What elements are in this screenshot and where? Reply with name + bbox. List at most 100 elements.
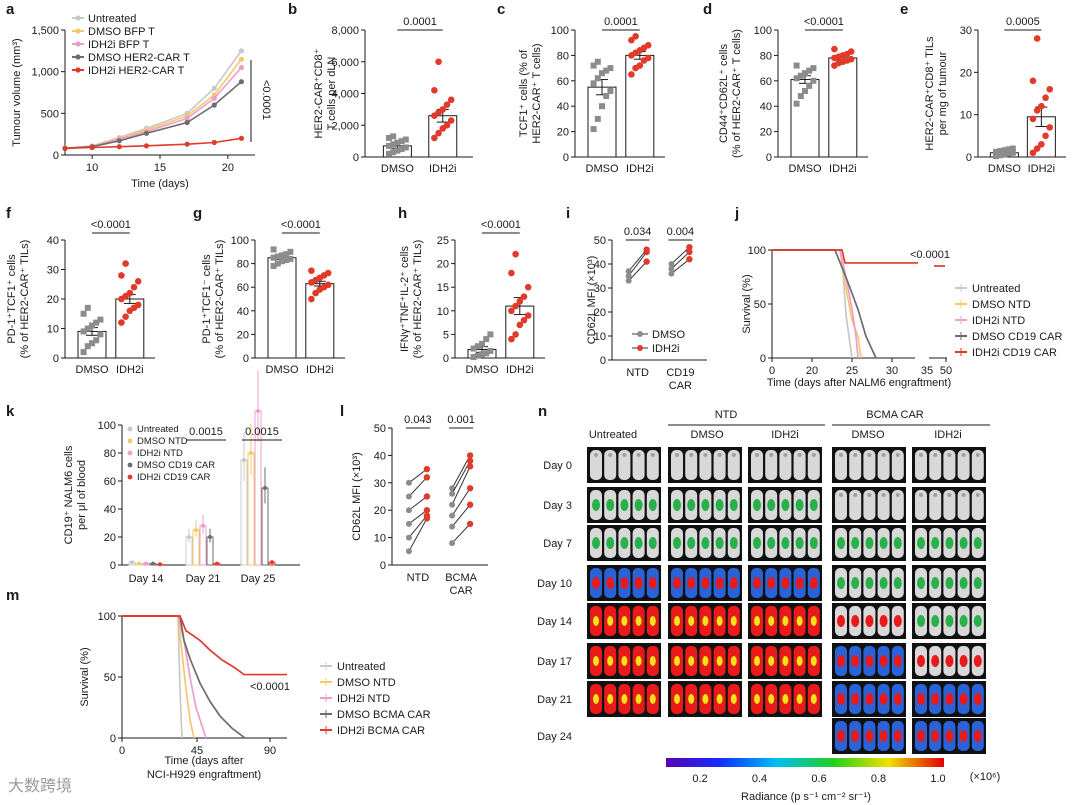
y-tick-label: 40 [374,450,386,462]
signal [945,693,954,705]
imaging-panel [912,603,986,639]
signal [796,616,803,626]
y-tick-label: 40 [104,504,116,516]
data-point-dmso [797,93,804,100]
pair-line [451,504,471,527]
legend-label: Untreated [972,283,1020,295]
imaging-panel [832,525,906,561]
y-tick-label: 60 [557,76,569,88]
signal [796,694,803,704]
y-axis-label: Survival (%) [741,274,753,333]
y-axis-label: PD-1⁺TCF1⁻ cells [201,254,213,344]
survival-curve [122,615,207,739]
mouse-head [867,493,872,497]
data-point-idh2i [1046,124,1054,131]
panel-letter-b: b [288,1,297,18]
signal [879,537,888,549]
data-point-dmso [625,273,632,279]
y-tick-label: 50 [594,235,606,247]
data-point-idh2i [524,283,532,291]
signal [810,656,817,666]
mouse [835,490,847,520]
data-point-dmso [668,265,675,272]
data-point-dmso [487,347,494,354]
y-tick-label: 0 [563,152,569,164]
y-tick-label: 10 [437,306,449,318]
mouse [699,450,712,480]
signal [688,616,695,626]
signal [879,577,888,589]
data-point-dmso [470,354,477,361]
imaging-panel [832,718,906,754]
data-point-dmso [668,261,675,267]
signal [851,615,860,627]
data-point-dmso [590,62,597,69]
panel-d: 0 20 40 60 80 100 DMSO IDH2i <0.0001 CD44⁺CD62L⁺ … [718,16,868,175]
data-point-dmso [449,512,456,519]
data-point-dmso [599,70,605,77]
data-point-idh2i [524,312,532,319]
mouse-head [839,453,843,457]
data-point-dmso [1009,145,1016,152]
p-value: <0.0001 [481,219,521,231]
pair-line [408,468,428,484]
mouse-head [731,453,736,457]
bar-dmso [587,86,617,158]
p-value: <0.0001 [804,16,844,28]
data-point-dmso [279,252,285,259]
signal [851,577,860,589]
p-value: 0.0001 [403,16,437,28]
imaging-panel [587,643,661,679]
signal [945,537,954,549]
y-tick-label: 40 [237,306,249,318]
signal [931,693,940,705]
signal [592,499,600,511]
signal [781,537,790,549]
data-point-dmso [80,310,87,317]
data-point-dmso [1005,150,1012,157]
y-tick-label: 80 [237,259,249,271]
signal [635,694,642,704]
data-point-idh2i [508,269,515,277]
signal [593,656,599,666]
data-point-dmso [274,253,281,260]
mouse-head [608,453,613,457]
signal [767,499,776,511]
data-point-dmso [97,316,104,323]
series-point [184,115,190,121]
signal [837,730,845,742]
data-point-idh2i [118,319,125,326]
y-tick-label: 5 [443,329,449,341]
mouse [891,450,904,480]
mouse-head [811,453,816,457]
series-point [62,145,68,151]
data-point-idh2i [423,515,431,522]
data-point-idh2i [431,87,438,94]
data-point-idh2i [423,474,431,481]
data-point-dmso [405,493,412,500]
signal [851,655,860,667]
x-tick-label: 90 [264,745,276,757]
signal [634,499,643,511]
data-point-dmso [89,322,95,329]
signal [959,537,968,549]
legend-marker [127,450,133,456]
signal [767,577,776,589]
mouse [604,450,617,480]
panel-letter-i: i [566,205,570,222]
imaging-panel [748,525,822,561]
data-point-idh2i [447,96,455,104]
y-tick-label: 500 [41,108,59,120]
mouse-head [839,493,843,497]
imaging-panel [587,447,661,483]
y-axis-label: Survival (%) [79,647,91,706]
signal [687,499,696,511]
mouse-head [853,493,858,497]
data-point-dmso [405,507,412,514]
signal [959,693,968,705]
data-point-dmso [594,58,601,65]
signal [702,616,709,626]
x-tick-label: 45 [191,745,203,757]
bar-idh2i [625,54,655,158]
